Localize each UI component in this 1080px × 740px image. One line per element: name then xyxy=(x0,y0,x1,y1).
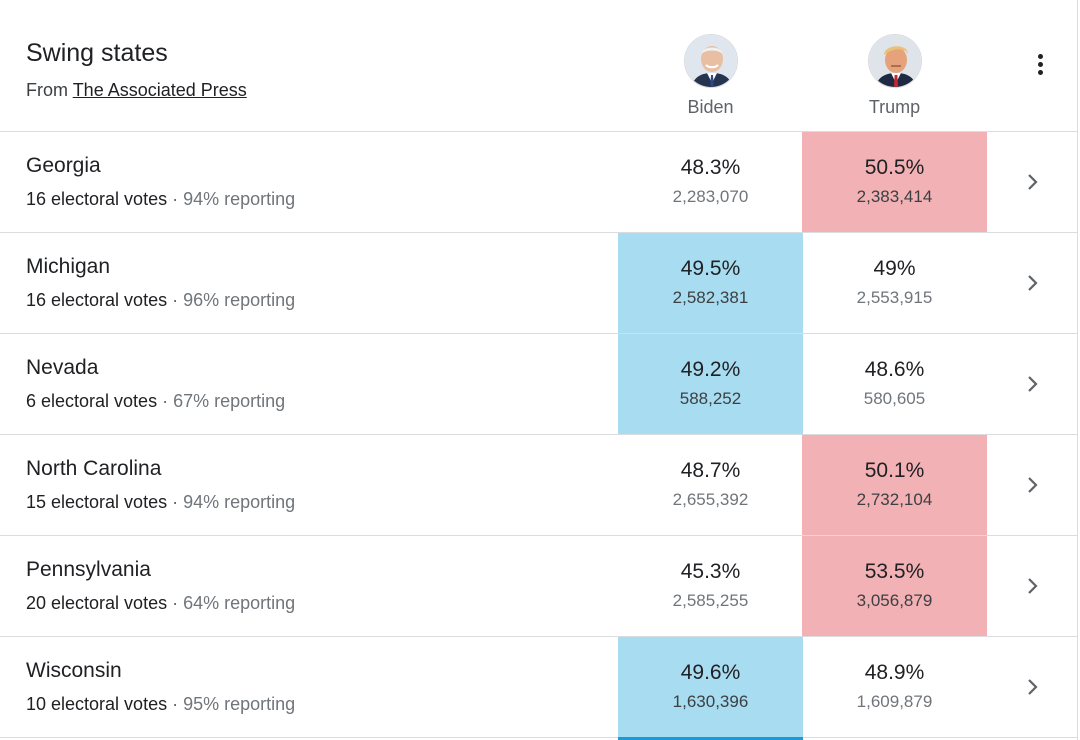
biden-result-cell: 49.5% 2,582,381 xyxy=(618,233,803,333)
state-name: Georgia xyxy=(26,154,101,177)
electoral-votes: 15 electoral votes xyxy=(26,492,168,512)
electoral-votes: 20 electoral votes xyxy=(26,593,168,613)
trump-pct: 48.6% xyxy=(864,358,925,381)
candidate-trump: Trump xyxy=(802,34,987,118)
chevron-right-icon[interactable] xyxy=(1024,271,1042,295)
state-row[interactable]: Pennsylvania 20 electoral votes · 64% repo… xyxy=(0,536,1078,637)
chevron-right-icon[interactable] xyxy=(1024,574,1042,598)
separator-dot: · xyxy=(172,593,179,613)
trump-pct: 49% xyxy=(873,257,916,280)
biden-votes: 1,630,396 xyxy=(672,692,749,711)
reporting: 94% reporting xyxy=(183,492,296,512)
biden-pct: 48.3% xyxy=(680,156,741,179)
biden-pct: 45.3% xyxy=(680,560,741,583)
biden-votes: 588,252 xyxy=(679,389,742,408)
trump-result-cell: 50.1% 2,732,104 xyxy=(802,435,987,535)
electoral-votes: 6 electoral votes xyxy=(26,391,158,411)
trump-pct: 53.5% xyxy=(864,560,925,583)
chevron-right-icon[interactable] xyxy=(1024,372,1042,396)
states-table: Georgia 16 electoral votes · 94% reporting… xyxy=(0,132,1078,738)
biden-result-cell: 48.3% 2,283,070 xyxy=(618,132,803,232)
separator-dot: · xyxy=(172,694,179,714)
card-title: Swing states xyxy=(26,39,168,67)
biden-pct: 49.6% xyxy=(680,661,741,684)
source-line: From The Associated Press xyxy=(26,80,247,101)
trump-result-cell: 49% 2,553,915 xyxy=(802,233,987,333)
biden-pct: 49.5% xyxy=(680,257,741,280)
state-row[interactable]: Michigan 16 electoral votes · 96% reportin… xyxy=(0,233,1078,334)
biden-votes: 2,283,070 xyxy=(672,187,749,206)
reporting: 67% reporting xyxy=(173,391,286,411)
chevron-right-icon[interactable] xyxy=(1024,170,1042,194)
state-row[interactable]: Wisconsin 10 electoral votes · 95% reporti… xyxy=(0,637,1078,738)
separator-dot: · xyxy=(172,189,179,209)
state-row[interactable]: North Carolina 15 electoral votes · 94% re… xyxy=(0,435,1078,536)
state-row[interactable]: Georgia 16 electoral votes · 94% reporting… xyxy=(0,132,1078,233)
biden-pct: 48.7% xyxy=(680,459,741,482)
state-meta: 20 electoral votes · 64% reporting xyxy=(26,593,295,614)
trump-votes: 2,553,915 xyxy=(856,288,933,307)
chevron-right-icon[interactable] xyxy=(1024,675,1042,699)
state-meta: 16 electoral votes · 96% reporting xyxy=(26,290,295,311)
trump-votes: 580,605 xyxy=(863,389,926,408)
biden-pct: 49.2% xyxy=(680,358,741,381)
electoral-votes: 16 electoral votes xyxy=(26,290,168,310)
next-row-peek xyxy=(618,737,803,740)
chevron-right-icon[interactable] xyxy=(1024,473,1042,497)
source-link[interactable]: The Associated Press xyxy=(72,80,247,100)
separator-dot: · xyxy=(162,391,169,411)
trump-pct: 50.5% xyxy=(864,156,925,179)
state-name: North Carolina xyxy=(26,457,162,480)
trump-result-cell: 50.5% 2,383,414 xyxy=(802,132,987,232)
trump-votes: 3,056,879 xyxy=(856,591,933,610)
reporting: 95% reporting xyxy=(183,694,296,714)
biden-result-cell: 48.7% 2,655,392 xyxy=(618,435,803,535)
biden-votes: 2,582,381 xyxy=(672,288,749,307)
biden-avatar-icon xyxy=(683,34,738,88)
reporting: 94% reporting xyxy=(183,189,296,209)
trump-result-cell: 48.9% 1,609,879 xyxy=(802,637,987,737)
biden-result-cell: 45.3% 2,585,255 xyxy=(618,536,803,636)
electoral-votes: 16 electoral votes xyxy=(26,189,168,209)
trump-avatar-icon xyxy=(867,34,922,88)
more-vert-icon[interactable] xyxy=(1028,54,1052,82)
biden-result-cell: 49.2% 588,252 xyxy=(618,334,803,434)
state-meta: 10 electoral votes · 95% reporting xyxy=(26,694,295,715)
state-meta: 15 electoral votes · 94% reporting xyxy=(26,492,295,513)
state-meta: 16 electoral votes · 94% reporting xyxy=(26,189,295,210)
biden-votes: 2,585,255 xyxy=(672,591,749,610)
state-name: Wisconsin xyxy=(26,659,122,682)
separator-dot: · xyxy=(172,290,179,310)
biden-result-cell: 49.6% 1,630,396 xyxy=(618,637,803,737)
candidate-name-trump: Trump xyxy=(868,97,921,117)
reporting: 96% reporting xyxy=(183,290,296,310)
trump-result-cell: 48.6% 580,605 xyxy=(802,334,987,434)
state-name: Michigan xyxy=(26,255,111,278)
trump-pct: 48.9% xyxy=(864,661,925,684)
trump-result-cell: 53.5% 3,056,879 xyxy=(802,536,987,636)
biden-votes: 2,655,392 xyxy=(672,490,749,509)
card-header: Swing states From The Associated Press B… xyxy=(0,0,1078,132)
trump-pct: 50.1% xyxy=(864,459,925,482)
candidate-biden: Biden xyxy=(618,34,803,118)
trump-votes: 2,383,414 xyxy=(856,187,933,206)
state-meta: 6 electoral votes · 67% reporting xyxy=(26,391,285,412)
state-name: Nevada xyxy=(26,356,99,379)
trump-votes: 2,732,104 xyxy=(856,490,933,509)
trump-votes: 1,609,879 xyxy=(856,692,933,711)
candidate-name-biden: Biden xyxy=(687,97,734,117)
reporting: 64% reporting xyxy=(183,593,296,613)
source-prefix: From xyxy=(26,80,68,100)
state-name: Pennsylvania xyxy=(26,558,151,581)
separator-dot: · xyxy=(172,492,179,512)
electoral-votes: 10 electoral votes xyxy=(26,694,168,714)
state-row[interactable]: Nevada 6 electoral votes · 67% reporting 4… xyxy=(0,334,1078,435)
